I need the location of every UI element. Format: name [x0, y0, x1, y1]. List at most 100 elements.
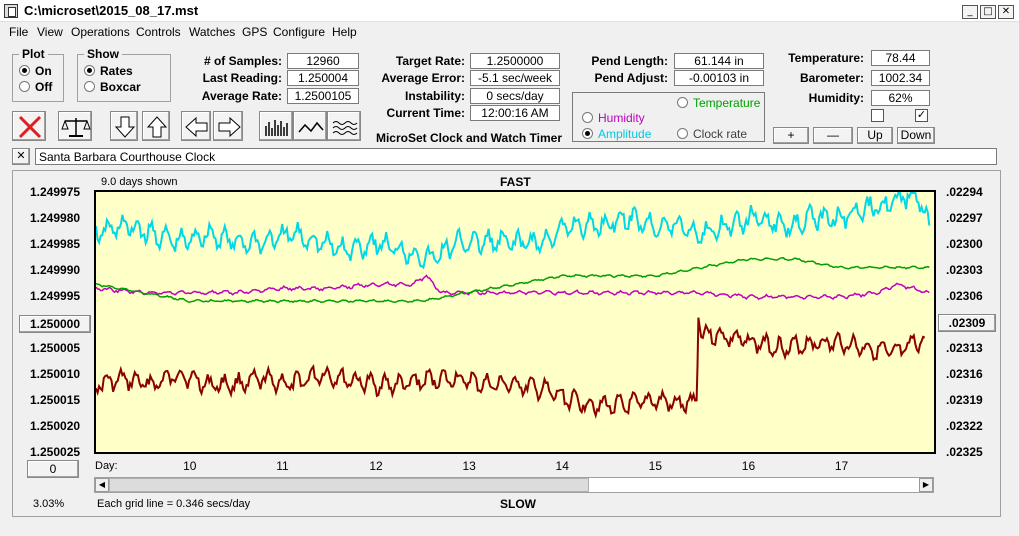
- menu-help[interactable]: Help: [332, 25, 357, 39]
- slow-label: SLOW: [500, 497, 536, 511]
- scale-plus-button[interactable]: +: [773, 127, 809, 144]
- wave-graph-button[interactable]: [327, 111, 361, 141]
- radio-selected-icon: [582, 128, 593, 139]
- menu-bar: File View Operations Controls Watches GP…: [0, 22, 1019, 42]
- x-tick-label: 17: [834, 459, 849, 473]
- right-tick-label: .02300: [946, 237, 983, 251]
- check-mark-icon: ✓: [916, 109, 927, 121]
- aux-temperature-radio[interactable]: Temperature: [677, 96, 760, 110]
- pend-length-value: 61.144 in: [674, 53, 764, 69]
- left-tick-label: 1.250020: [30, 419, 81, 433]
- plot-off-radio[interactable]: Off: [19, 80, 52, 94]
- scroll-left-icon[interactable]: ◀: [95, 478, 109, 492]
- menu-operations[interactable]: Operations: [71, 25, 130, 39]
- horizontal-scrollbar[interactable]: ◀ ▶: [94, 477, 934, 493]
- temperature-label: Temperature:: [788, 51, 864, 65]
- average-error-label: Average Error:: [381, 71, 465, 85]
- show-group-title: Show: [84, 47, 122, 61]
- right-tick-label: .02316: [946, 367, 983, 381]
- plot-on-radio[interactable]: On: [19, 64, 52, 78]
- average-rate-label: Average Rate:: [201, 89, 282, 103]
- app-icon[interactable]: [4, 4, 18, 18]
- left-reference-button[interactable]: 1.250000: [19, 315, 91, 333]
- move-up-button[interactable]: [142, 111, 170, 141]
- x-tick-label: 14: [555, 459, 569, 473]
- aux-selector-group: Temperature Humidity Amplitude Clock rat…: [572, 92, 765, 142]
- series-line-0: [96, 317, 926, 419]
- left-tick-label: 1.249980: [30, 211, 81, 225]
- bar-graph-icon: [265, 120, 288, 136]
- bar-graph-button[interactable]: [259, 111, 293, 141]
- zoom-percent: 3.03%: [33, 498, 65, 510]
- line-graph-button[interactable]: [293, 111, 327, 141]
- menu-configure[interactable]: Configure: [273, 25, 326, 39]
- rate-chart: [96, 192, 931, 419]
- radio-unselected-icon: [582, 112, 593, 123]
- aux-clock-rate-radio[interactable]: Clock rate: [677, 127, 747, 141]
- line-graph-icon: [298, 121, 324, 133]
- checkbox-2[interactable]: ✓: [915, 109, 928, 122]
- move-right-button[interactable]: [213, 111, 243, 141]
- scroll-thumb[interactable]: [109, 478, 589, 492]
- right-tick-label: .02313: [946, 341, 983, 355]
- menu-view[interactable]: View: [37, 25, 63, 39]
- left-tick-label: 1.250005: [30, 341, 81, 355]
- x-axis-label: Day:: [95, 460, 118, 472]
- average-error-value: -5.1 sec/week: [470, 70, 560, 86]
- minimize-button[interactable]: _: [962, 5, 978, 19]
- right-tick-label: .02319: [946, 393, 983, 407]
- instability-label: Instability:: [404, 89, 465, 103]
- scale-down-button[interactable]: Down: [897, 127, 935, 144]
- humidity-label: Humidity:: [808, 91, 864, 105]
- pend-adjust-value: -0.00103 in: [674, 70, 764, 86]
- last-reading-value: 1.250004: [287, 70, 359, 86]
- scroll-right-icon[interactable]: ▶: [919, 478, 933, 492]
- show-rates-radio[interactable]: Rates: [84, 64, 133, 78]
- pend-adjust-label: Pend Adjust:: [594, 71, 668, 85]
- app-title: MicroSet Clock and Watch Timer: [375, 131, 562, 145]
- arrow-left-icon: [185, 116, 208, 138]
- aux-humidity-radio[interactable]: Humidity: [582, 111, 645, 125]
- close-button[interactable]: ✕: [998, 5, 1014, 19]
- menu-watches[interactable]: Watches: [189, 25, 236, 39]
- clock-name-input[interactable]: [35, 148, 997, 165]
- right-tick-label: .02306: [946, 289, 983, 303]
- barometer-value: 1002.34: [871, 70, 930, 86]
- title-bar: C:\microset\2015_08_17.mst _ □ ✕: [0, 0, 1019, 22]
- window-title: C:\microset\2015_08_17.mst: [24, 3, 199, 18]
- right-tick-label: .02322: [946, 419, 983, 433]
- plot-group: Plot On Off: [12, 47, 64, 102]
- cancel-button[interactable]: [12, 111, 46, 141]
- last-reading-label: Last Reading:: [202, 71, 282, 85]
- move-down-button[interactable]: [110, 111, 138, 141]
- show-group: Show Rates Boxcar: [77, 47, 171, 102]
- samples-label: # of Samples:: [203, 54, 282, 68]
- series-line-3: [96, 257, 930, 304]
- left-bottom-button[interactable]: 0: [27, 460, 79, 478]
- checkbox-1[interactable]: [871, 109, 884, 122]
- show-boxcar-radio[interactable]: Boxcar: [84, 80, 141, 94]
- balance-button[interactable]: [58, 111, 92, 141]
- arrow-up-icon: [146, 116, 168, 138]
- left-tick-label: 1.250015: [30, 393, 81, 407]
- instability-value: 0 secs/day: [470, 88, 560, 104]
- humidity-value: 62%: [871, 90, 930, 106]
- close-icon: ✕: [16, 150, 26, 162]
- current-time-value: 12:00:16 AM: [470, 105, 560, 121]
- aux-amplitude-radio[interactable]: Amplitude: [582, 127, 651, 141]
- menu-file[interactable]: File: [9, 25, 29, 39]
- cancel-icon: [18, 115, 42, 139]
- left-tick-label: 1.249975: [30, 185, 81, 199]
- menu-gps[interactable]: GPS: [242, 25, 268, 39]
- scale-up-button[interactable]: Up: [857, 127, 893, 144]
- right-reference-button[interactable]: .02309: [938, 314, 996, 332]
- menu-controls[interactable]: Controls: [136, 25, 181, 39]
- x-tick-label: 16: [741, 459, 756, 473]
- clear-clock-name-button[interactable]: ✕: [12, 148, 30, 165]
- scale-minus-button[interactable]: —: [813, 127, 853, 144]
- maximize-button[interactable]: □: [980, 5, 996, 19]
- right-tick-label: .02294: [946, 185, 983, 199]
- radio-selected-icon: [19, 65, 30, 76]
- move-left-button[interactable]: [181, 111, 211, 141]
- samples-value: 12960: [287, 53, 359, 69]
